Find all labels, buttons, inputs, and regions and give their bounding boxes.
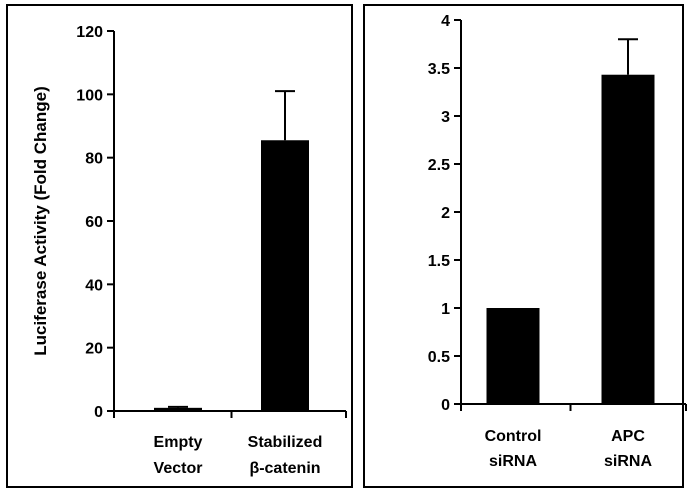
chart2-y-tick-label: 4 (441, 13, 450, 30)
chart2-category-label-1: Control (485, 428, 542, 445)
chart1-y-tick-label: 20 (85, 341, 103, 358)
chart2-category-label-1: siRNA (489, 453, 537, 470)
chart1-y-tick-label: 40 (85, 277, 103, 294)
chart1-y-tick-label: 60 (85, 214, 103, 231)
chart1-category-label-1: Vector (154, 460, 203, 477)
chart2-y-tick-label: 0 (441, 397, 450, 414)
chart2-y-tick-label: 1 (441, 301, 450, 318)
chart2-y-tick-label: 2.5 (428, 157, 450, 174)
chart1-bar-2 (261, 140, 309, 411)
chart2-bar-1 (486, 308, 540, 404)
chart2-y-tick-label: 0.5 (428, 349, 450, 366)
chart1-y-tick-label: 100 (76, 87, 103, 104)
chart1-bar-1 (154, 407, 202, 411)
chart2-category-label-2: siRNA (604, 453, 652, 470)
chart2-bar-2 (601, 74, 655, 404)
chart2-category-label-2: APC (611, 428, 645, 445)
chart1-y-tick-label: 0 (94, 404, 103, 421)
chart2-y-tick-label: 1.5 (428, 253, 450, 270)
chart1-y-axis-title: Luciferase Activity (Fold Change) (31, 86, 50, 356)
chart2-y-tick-label: 2 (441, 205, 450, 222)
chart1-category-label-1: Empty (154, 434, 203, 451)
chart2-y-tick-label: 3.5 (428, 61, 450, 78)
chart2-y-tick-label: 3 (441, 109, 450, 126)
chart1-category-label-2: Stabilized (248, 434, 323, 451)
chart1-y-tick-label: 120 (76, 24, 103, 41)
chart1-y-tick-label: 80 (85, 151, 103, 168)
chart1-category-label-2: β-catenin (249, 460, 320, 477)
